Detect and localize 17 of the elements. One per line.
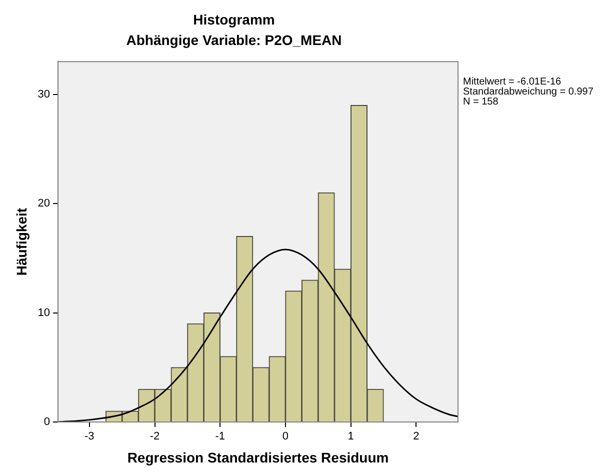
x-tick-label: -2 bbox=[150, 430, 160, 443]
text: N = 158 bbox=[463, 96, 499, 108]
y-axis-title: Häufigkeit bbox=[13, 208, 30, 276]
text: Mittelwert = -6.01E-16 bbox=[463, 76, 562, 88]
x-tick-label: 1 bbox=[348, 430, 354, 443]
text: Standardabweichung = 0.997 bbox=[463, 86, 594, 98]
chart-title: Histogramm bbox=[193, 11, 275, 28]
y-tick-label: 20 bbox=[38, 198, 50, 210]
x-tick-label: -1 bbox=[215, 430, 226, 443]
chart-subtitle: Abhängige Variable: P2O_MEAN bbox=[126, 32, 342, 48]
y-tick-label: 0 bbox=[44, 416, 50, 428]
x-tick-label: -3 bbox=[84, 430, 94, 443]
x-tick-label: 0 bbox=[282, 430, 289, 443]
x-tick-label: 2 bbox=[413, 430, 420, 443]
x-axis-title: Regression Standardisiertes Residuum bbox=[127, 449, 389, 466]
y-tick-label: 10 bbox=[38, 306, 50, 319]
y-tick-label: 30 bbox=[38, 88, 50, 100]
